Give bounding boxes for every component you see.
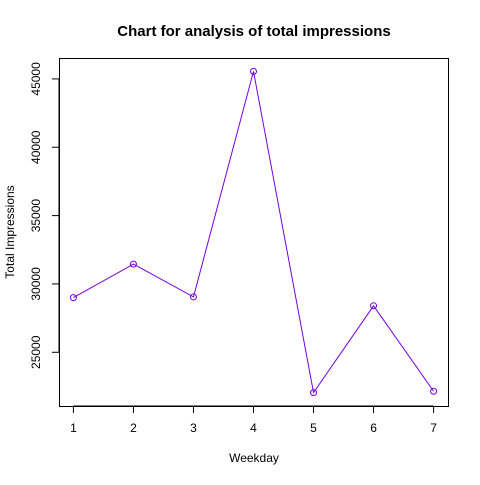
x-tick-label: 4 xyxy=(250,421,257,435)
y-tick-label: 30000 xyxy=(29,267,43,301)
data-point xyxy=(310,389,318,397)
data-point xyxy=(129,260,137,268)
x-tick-label: 7 xyxy=(430,421,437,435)
y-axis-label: Total Impressions xyxy=(3,185,17,278)
x-tick-label: 5 xyxy=(310,421,317,435)
x-tick-label: 2 xyxy=(130,421,137,435)
data-point xyxy=(430,387,438,395)
chart-title: Chart for analysis of total impressions xyxy=(117,23,390,40)
y-axis: 25000 30000 35000 40000 45000 xyxy=(29,62,60,369)
series-line xyxy=(73,71,435,394)
series-layer xyxy=(69,67,438,397)
data-point xyxy=(250,67,257,75)
data-point xyxy=(69,294,77,302)
y-tick-label: 45000 xyxy=(29,62,43,96)
x-tick-label: 1 xyxy=(70,421,77,435)
x-tick-label: 6 xyxy=(370,421,377,435)
y-tick-label: 40000 xyxy=(29,130,43,164)
data-point xyxy=(370,302,378,310)
plot-frame xyxy=(59,58,449,407)
x-axis-label: Weekday xyxy=(229,451,279,465)
data-point xyxy=(189,293,197,301)
x-tick-label: 3 xyxy=(190,421,197,435)
x-axis: 1 2 3 4 5 6 7 xyxy=(70,405,437,435)
y-tick-label: 25000 xyxy=(29,335,43,369)
y-tick-label: 35000 xyxy=(29,199,43,233)
